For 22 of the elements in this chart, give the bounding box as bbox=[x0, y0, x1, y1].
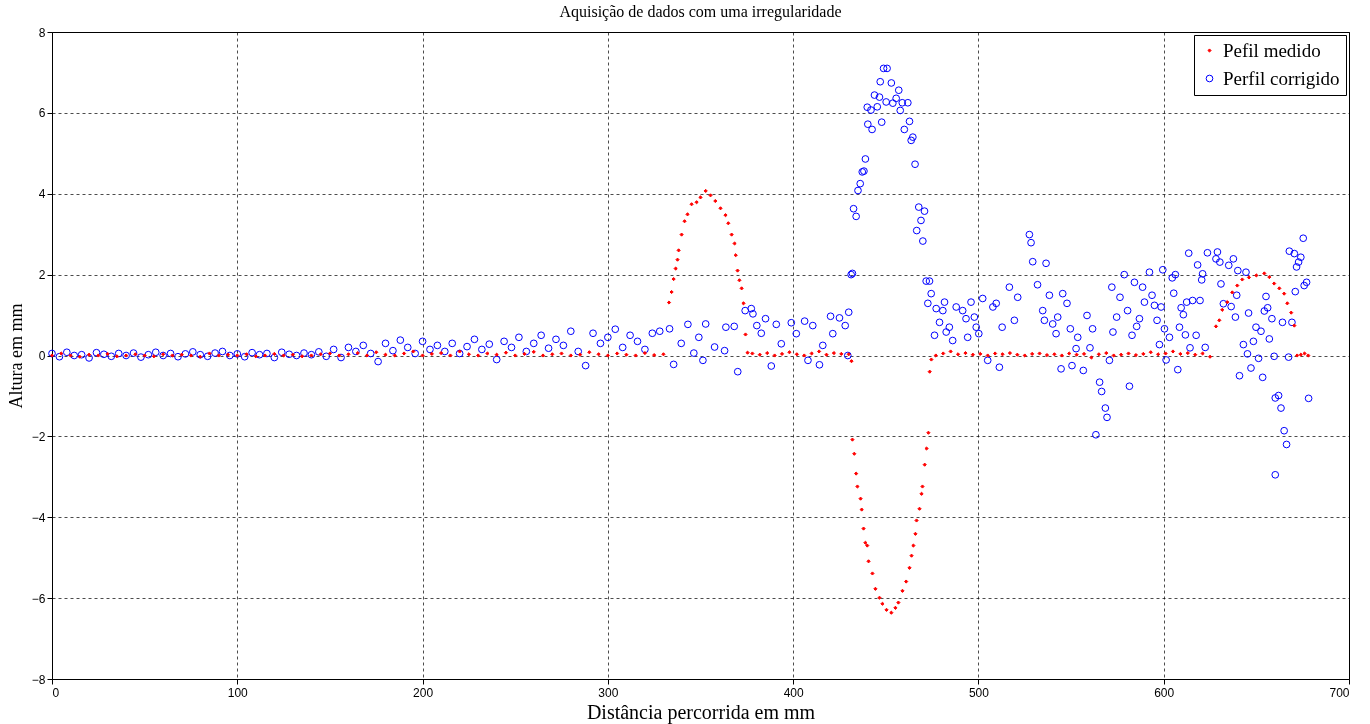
x-tick-label: 0 bbox=[52, 685, 60, 700]
x-tick-label: 200 bbox=[413, 685, 434, 700]
y-tick-label: −2 bbox=[31, 429, 46, 444]
x-axis-title: Distância percorrida em mm bbox=[586, 700, 816, 724]
x-tick-label: 100 bbox=[227, 685, 249, 700]
y-tick-label: 6 bbox=[38, 106, 46, 121]
y-tick-label: −4 bbox=[31, 510, 46, 525]
x-tick-label: 600 bbox=[1154, 685, 1175, 700]
y-tick-label: 8 bbox=[38, 25, 46, 40]
y-tick-label: 0 bbox=[38, 349, 46, 363]
x-tick-label: 700 bbox=[1329, 685, 1350, 700]
y-tick-label: −6 bbox=[31, 591, 46, 606]
chart-title: Aquisição de dados com uma irregularidade bbox=[559, 3, 842, 21]
legend-label: Perfil corrigido bbox=[1223, 67, 1340, 89]
y-tick-label: 2 bbox=[38, 268, 46, 283]
y-tick-label: 4 bbox=[38, 187, 46, 202]
x-tick-label: 500 bbox=[968, 685, 990, 700]
x-tick-label: 300 bbox=[598, 685, 619, 700]
x-tick-label: 400 bbox=[783, 685, 804, 700]
y-tick-label: −8 bbox=[31, 672, 46, 687]
legend-label: Pefil medido bbox=[1223, 39, 1321, 61]
y-axis-title: Altura em mm bbox=[5, 303, 26, 409]
